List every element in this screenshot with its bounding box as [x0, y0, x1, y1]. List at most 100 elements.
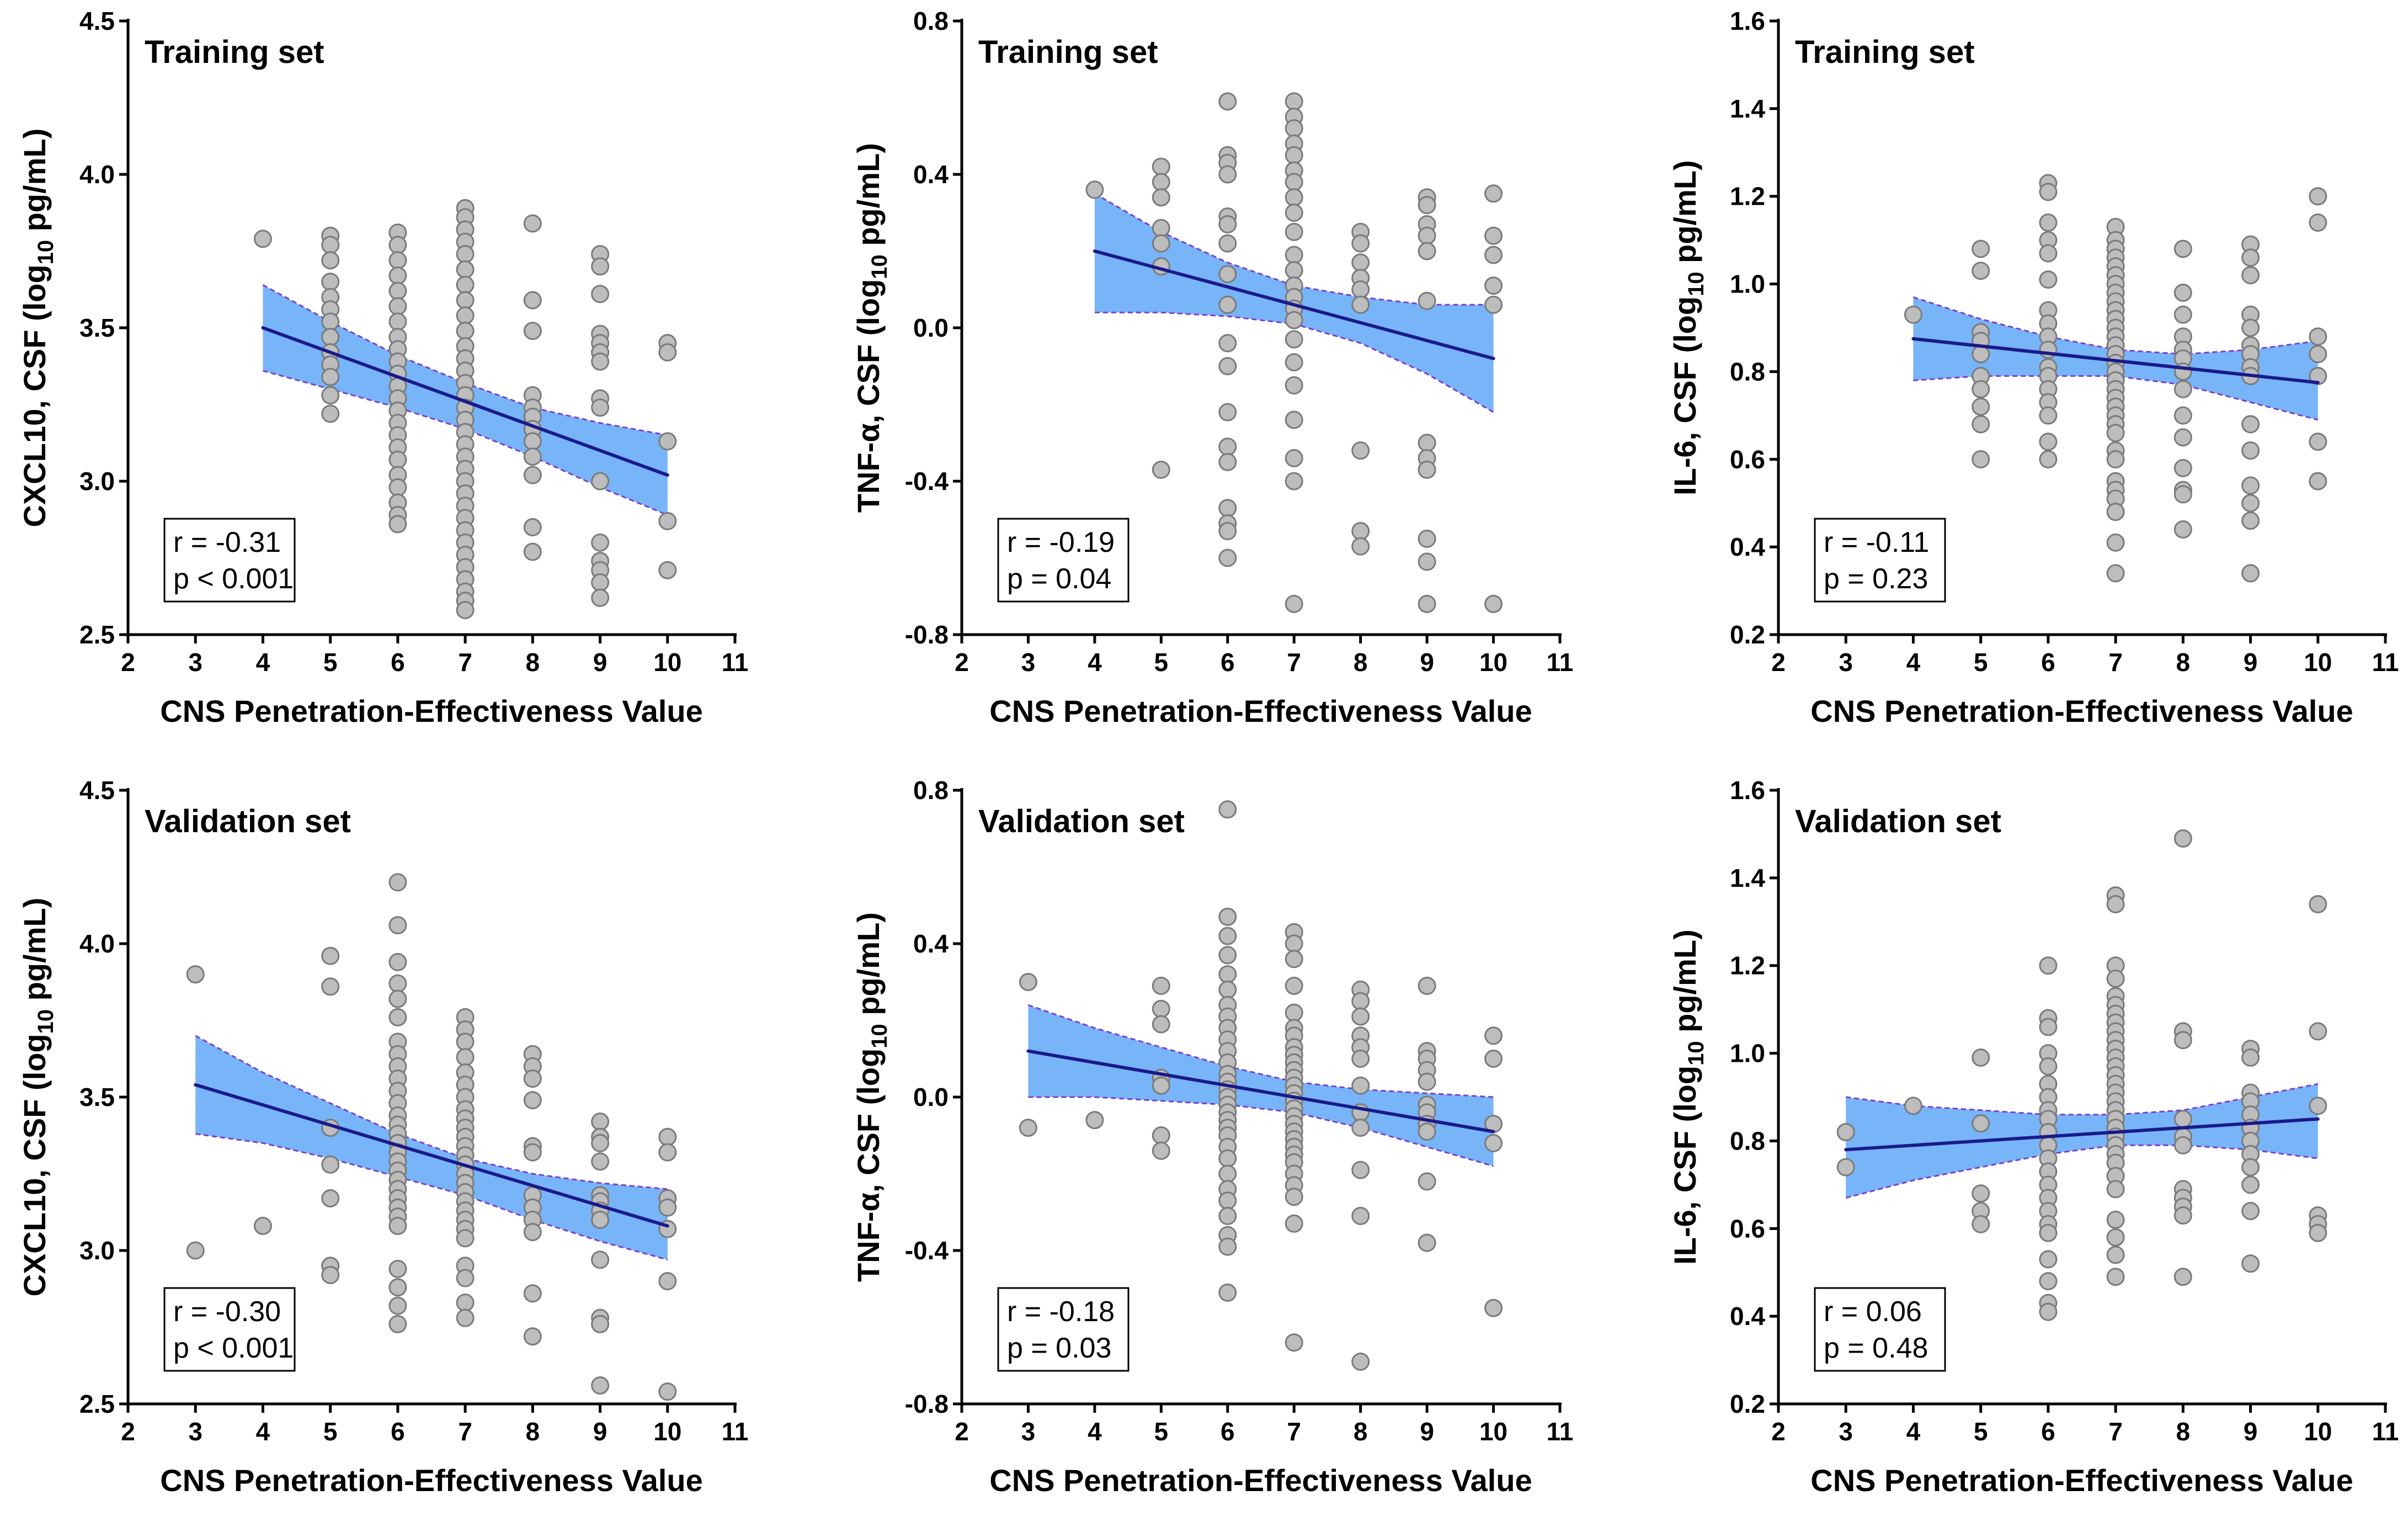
y-tick-label: 1.2	[1730, 182, 1765, 211]
data-point	[2173, 380, 2192, 398]
data-point	[1218, 234, 1237, 253]
data-point	[1418, 291, 1436, 310]
data-point	[1351, 521, 1370, 540]
x-tick-label: 11	[722, 1417, 749, 1446]
data-point	[456, 1033, 475, 1051]
data-point	[1351, 1007, 1370, 1026]
x-tick-label: 6	[1221, 648, 1235, 677]
data-point	[523, 1091, 542, 1110]
data-point	[1019, 1119, 1037, 1137]
data-point	[1285, 204, 1303, 222]
y-tick-label: 0.8	[1730, 1126, 1765, 1155]
data-point	[1218, 1283, 1237, 1302]
data-point	[658, 1198, 677, 1217]
data-point	[1351, 1353, 1370, 1371]
data-point	[591, 257, 610, 276]
data-point	[591, 398, 610, 417]
data-point	[253, 230, 272, 248]
data-point	[321, 1155, 340, 1174]
data-point	[456, 1048, 475, 1067]
data-point	[2309, 187, 2327, 206]
y-axis-title-main: CXCL10, CSF (log	[17, 1034, 52, 1296]
data-point	[1218, 1237, 1237, 1256]
x-tick-label: 2	[121, 1417, 135, 1446]
data-point	[388, 1278, 407, 1297]
x-tick-label: 8	[526, 1417, 540, 1446]
data-point	[2173, 406, 2192, 425]
data-point	[2106, 1268, 2125, 1286]
y-tick-label: 1.4	[1730, 864, 1765, 892]
y-tick-label: -0.8	[905, 1390, 949, 1418]
x-tick-label: 8	[2176, 1417, 2191, 1446]
data-point	[321, 946, 340, 965]
data-point	[1218, 499, 1237, 518]
x-tick-label: 8	[526, 648, 540, 677]
y-axis-title-subscript: 10	[34, 240, 58, 265]
data-point	[1218, 965, 1237, 984]
y-axis-title-tail: pg/mL)	[1668, 929, 1702, 1041]
panel-il6-validation: 0.2 0.4 0.6 0.8 1.0 1.2 1.4 1.6 2 3 4 5 6 7 8 9 10 11 CNS …	[1668, 776, 2399, 1498]
data-point	[1218, 165, 1237, 184]
data-point	[2309, 433, 2327, 451]
data-point	[1285, 330, 1303, 349]
data-point	[1351, 992, 1370, 1010]
data-point	[1418, 1172, 1436, 1191]
stats-box	[1814, 518, 1946, 603]
y-tick-label: 0.4	[913, 160, 949, 189]
x-tick-label: 2	[1771, 648, 1786, 677]
stat-p: p = 0.48	[1824, 1332, 1928, 1364]
x-tick-label: 11	[2372, 648, 2399, 677]
data-point	[1285, 934, 1303, 953]
data-point	[1218, 1149, 1237, 1168]
x-tick-label: 7	[2108, 1417, 2123, 1446]
data-point	[591, 1210, 610, 1229]
x-tick-label: 6	[391, 648, 405, 677]
regression-line	[1093, 249, 1495, 360]
x-tick-label: 3	[188, 1417, 203, 1446]
stat-p: p = 0.04	[1007, 563, 1111, 595]
data-point	[1904, 305, 1922, 324]
y-axis-title-tail: pg/mL)	[17, 898, 52, 1009]
data-point	[658, 432, 677, 451]
data-point	[1218, 403, 1237, 422]
x-tick-label: 6	[2041, 648, 2055, 677]
data-point	[1152, 234, 1170, 253]
data-point	[1972, 397, 1990, 416]
data-point	[1972, 240, 1990, 258]
data-point	[2241, 1254, 2260, 1273]
data-point	[388, 1008, 407, 1026]
regression-line	[194, 1083, 669, 1228]
y-tick-label: 2.5	[79, 1390, 115, 1418]
y-axis-title-subscript: 10	[1684, 1041, 1708, 1066]
data-point	[1152, 976, 1170, 995]
data-point	[1285, 1188, 1303, 1206]
y-tick-label: 0.6	[1730, 1214, 1765, 1243]
data-point	[388, 267, 407, 285]
data-point	[456, 601, 475, 619]
y-tick-label: 0.2	[1730, 620, 1765, 649]
x-tick-label: 10	[2304, 648, 2332, 677]
data-point	[1972, 1114, 1990, 1133]
data-point	[1285, 188, 1303, 207]
data-point	[1218, 295, 1237, 314]
data-point	[2106, 564, 2125, 583]
data-point	[1972, 415, 1990, 434]
data-point	[2309, 472, 2327, 491]
x-tick-label: 4	[256, 648, 270, 677]
y-tick-label: 3.5	[79, 1083, 115, 1111]
data-point	[591, 588, 610, 607]
data-point	[388, 515, 407, 534]
data-point	[1351, 234, 1370, 253]
data-point	[658, 1382, 677, 1401]
confidence-band	[195, 1035, 668, 1260]
data-point	[388, 478, 407, 497]
y-tick-label: 0.6	[1730, 445, 1765, 473]
data-point	[591, 573, 610, 592]
data-point	[1836, 1158, 1855, 1177]
set-label: Training set	[978, 34, 1158, 70]
data-point	[253, 1217, 272, 1235]
data-point	[2039, 1018, 2058, 1036]
data-point	[1152, 1015, 1170, 1034]
data-point	[2309, 213, 2327, 232]
